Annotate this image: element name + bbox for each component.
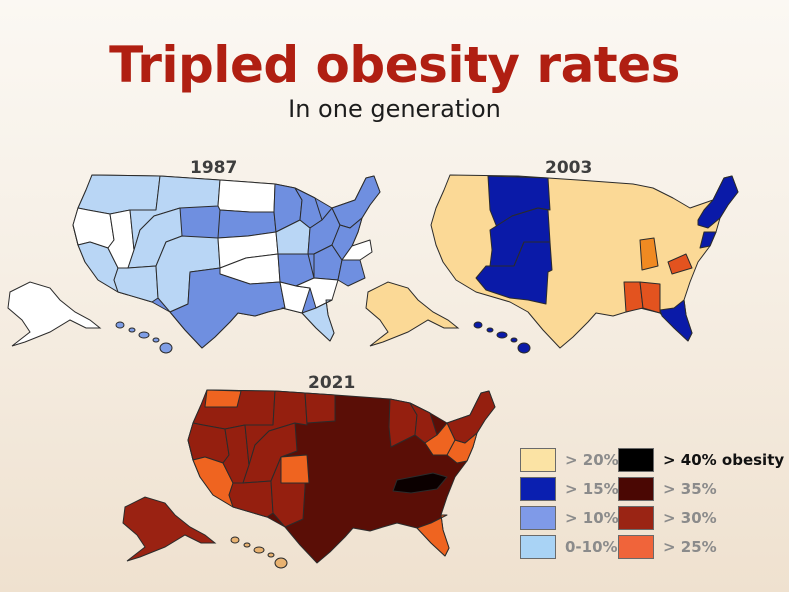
legend-label: > 15%	[565, 480, 619, 498]
us-map-2003	[365, 174, 739, 354]
legend-item-30: > 30%	[618, 506, 717, 530]
alaska-2021	[122, 496, 217, 562]
legend-swatch	[520, 448, 556, 472]
map-year-2021: 2021	[308, 373, 356, 393]
us-map-1987	[7, 174, 381, 354]
legend-item-10: > 10%	[520, 506, 619, 530]
legend-item-0-10: 0-10%	[520, 535, 618, 559]
legend-label: 0-10%	[565, 538, 618, 556]
legend-item-20: > 20%	[520, 448, 619, 472]
legend-label: > 30%	[663, 509, 717, 527]
legend-swatch	[618, 448, 654, 472]
legend-swatch	[618, 477, 654, 501]
alaska-1987	[7, 281, 102, 347]
legend-item-25: > 25%	[618, 535, 717, 559]
legend-item-35: > 35%	[618, 477, 717, 501]
legend-label: > 40% obesity	[663, 451, 785, 469]
legend-swatch	[618, 506, 654, 530]
map-year-2003: 2003	[545, 158, 593, 178]
chart-subtitle: In one generation	[288, 95, 501, 123]
legend-swatch	[520, 535, 556, 559]
legend-label: > 25%	[663, 538, 717, 556]
legend-swatch	[618, 535, 654, 559]
legend-label: > 20%	[565, 451, 619, 469]
legend-item-15: > 15%	[520, 477, 619, 501]
map-year-1987: 1987	[190, 158, 238, 178]
legend-swatch	[520, 506, 556, 530]
legend-swatch	[520, 477, 556, 501]
legend-label: > 10%	[565, 509, 619, 527]
legend-item-40: > 40% obesity	[618, 448, 784, 472]
legend-label: > 35%	[663, 480, 717, 498]
hawaii-1987	[115, 321, 173, 354]
us-map-2021	[122, 389, 496, 569]
hawaii-2003	[473, 321, 531, 354]
chart-title: Tripled obesity rates	[109, 36, 680, 94]
hawaii-2021	[230, 536, 288, 569]
alaska-2003	[365, 281, 460, 347]
